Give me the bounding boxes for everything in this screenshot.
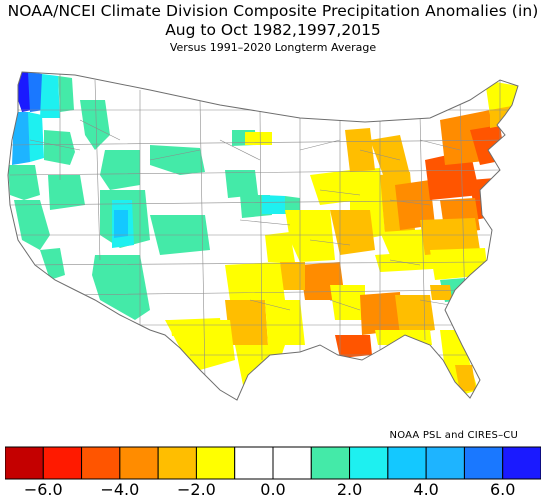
legend-tick-labels: −6.0 −4.0 −2.0 0.0 2.0 4.0 6.0 (0, 480, 546, 500)
region-or-coast (12, 112, 30, 165)
region-sc-east (430, 285, 452, 300)
region-wa-central (40, 74, 60, 118)
division-borders (9, 72, 518, 381)
region-or-west (28, 112, 44, 162)
region-nc (430, 248, 488, 280)
baseline-caption: Versus 1991–2020 Longterm Average (169, 41, 377, 54)
legend-swatch (42, 446, 83, 480)
region-fl-south (455, 365, 476, 392)
legend-swatch (157, 446, 197, 480)
region-wa-west (28, 72, 44, 112)
legend-tick-label: −4.0 (100, 480, 140, 499)
legend-tick-label: 0.0 (260, 480, 286, 499)
region-ga (395, 295, 435, 335)
legend-tick-label: 4.0 (413, 480, 439, 499)
region-ne-central (262, 195, 285, 214)
legend-swatch (387, 446, 427, 480)
region-la (335, 335, 372, 358)
legend-swatch (502, 446, 541, 480)
legend-swatch (234, 446, 274, 480)
region-ca-central (14, 200, 50, 250)
title-block: NOAA/NCEI Climate Division Composite Pre… (0, 0, 546, 55)
region-wa-east (58, 76, 74, 112)
region-id-panhandle (80, 100, 110, 150)
color-legend (5, 446, 541, 480)
legend-swatch (272, 446, 312, 480)
legend-swatch (5, 446, 44, 480)
region-nv-north (48, 175, 85, 210)
region-ia (310, 170, 360, 205)
credit-label: NOAA PSL and CIRES–CU (389, 430, 518, 441)
region-al (360, 292, 402, 335)
legend-swatch (425, 446, 465, 480)
legend-swatch (195, 446, 236, 480)
region-ar-east (280, 262, 305, 290)
region-az (92, 255, 150, 320)
legend-swatch (463, 446, 504, 480)
region-wy (150, 145, 205, 175)
legend-tick-label: −6.0 (23, 480, 63, 499)
legend-swatch (310, 446, 351, 480)
region-nm (170, 318, 222, 336)
region-nd (245, 132, 272, 145)
legend-tick-label: 6.0 (489, 480, 516, 499)
region-tx-east (265, 300, 305, 345)
region-ca-north (8, 165, 40, 200)
precipitation-anomaly-map (7, 71, 519, 401)
region-or-central (44, 130, 75, 165)
region-ca-south (40, 248, 65, 280)
region-tx-north (225, 262, 285, 300)
region-ks-ia (285, 210, 335, 262)
region-ne-east (285, 196, 300, 214)
map-title: NOAA/NCEI Climate Division Composite Pre… (7, 2, 539, 20)
region-oh (395, 180, 435, 230)
region-ms (330, 285, 365, 320)
region-idaho-se (100, 150, 140, 190)
region-tx-central (225, 300, 268, 345)
legend-tick-label: −2.0 (176, 480, 216, 499)
region-va (420, 218, 480, 255)
region-ut-core (114, 210, 128, 238)
map-subtitle: Aug to Oct 1982,1997,2015 (165, 21, 381, 39)
region-sd (225, 170, 258, 198)
legend-swatch (119, 446, 159, 480)
legend-tick-label: 2.0 (336, 480, 363, 499)
region-me (485, 80, 518, 115)
legend-swatch (349, 446, 389, 480)
region-ok (265, 232, 295, 262)
legend-swatch (81, 446, 121, 480)
